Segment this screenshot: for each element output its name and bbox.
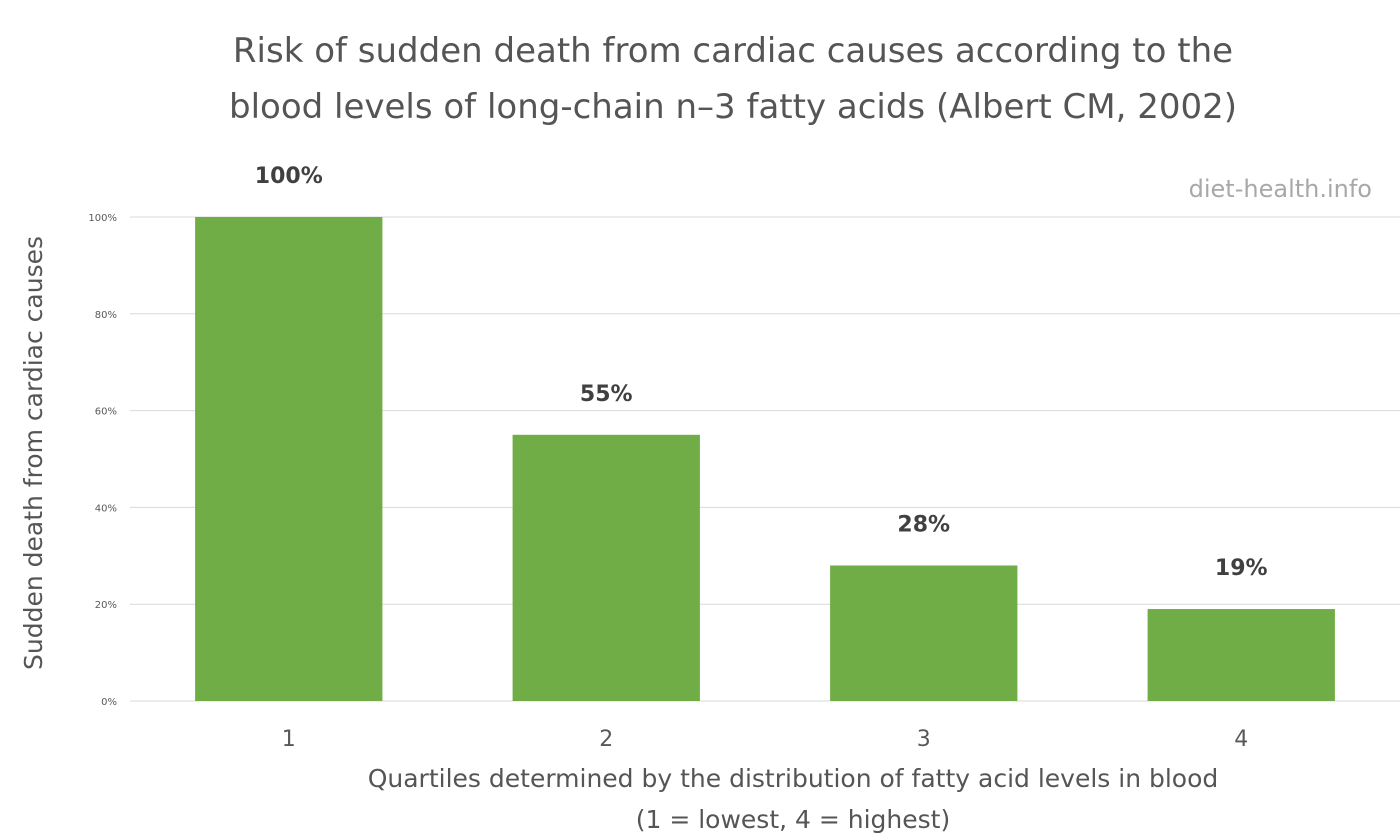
y-tick-label: 60% <box>95 407 117 418</box>
y-tick-label: 0% <box>101 697 117 708</box>
data-label: 19% <box>1215 556 1268 581</box>
data-label: 100% <box>255 164 323 189</box>
x-axis-label: Quartiles determined by the distribution… <box>368 764 1219 793</box>
data-label: 28% <box>897 512 950 537</box>
y-axis-label: Sudden death from cardiac causes <box>19 236 48 670</box>
x-tick-label: 2 <box>599 727 613 752</box>
y-tick-label: 80% <box>95 310 117 321</box>
x-tick-label: 3 <box>917 727 931 752</box>
bar <box>1147 609 1335 701</box>
y-axis-ticks: 0% 20% 40% 60% 80% 100% <box>88 213 117 708</box>
bar <box>512 434 700 701</box>
x-axis-label-line-2: (1 = lowest, 4 = highest) <box>636 805 951 834</box>
y-tick-label: 100% <box>88 213 117 224</box>
x-axis-ticks: 1 2 3 4 <box>282 727 1249 752</box>
bar <box>830 565 1018 701</box>
y-tick-label: 40% <box>95 503 117 514</box>
data-label: 55% <box>580 382 633 407</box>
chart-title-line-2: blood levels of long-chain n–3 fatty aci… <box>229 87 1237 127</box>
x-tick-label: 1 <box>282 727 296 752</box>
bars <box>195 217 1335 701</box>
data-labels: 100% 55% 28% 19% <box>255 164 1268 581</box>
y-tick-label: 20% <box>95 600 117 611</box>
watermark: diet-health.info <box>1189 175 1372 203</box>
bar <box>195 217 383 701</box>
chart-title-line-1: Risk of sudden death from cardiac causes… <box>233 31 1233 71</box>
x-tick-label: 4 <box>1234 727 1248 752</box>
